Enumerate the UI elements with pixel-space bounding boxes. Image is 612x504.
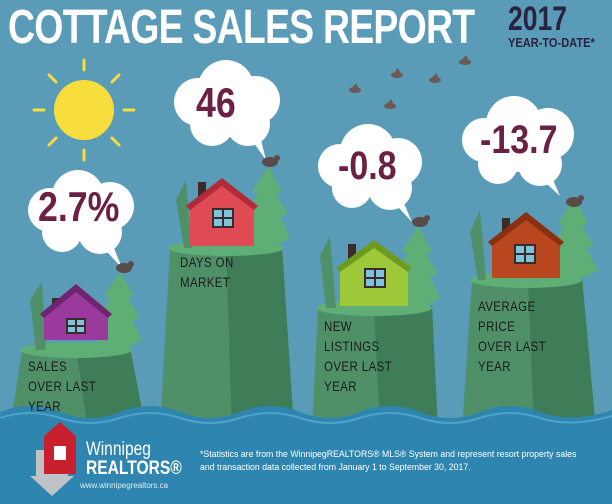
cloud-bubble-3 [318,124,422,222]
bird-icon [459,55,471,65]
stat-label-sales: SALES OVER LAST YEAR [28,358,96,414]
water-wave [0,412,612,424]
cloud-bubble-4 [462,96,574,196]
footnote: *Statistics are from the WinnipegREALTOR… [200,449,577,473]
perched-birds [116,155,584,273]
house-icon-4 [488,212,564,278]
winnipeg-realtors-logo [30,422,76,496]
cloud-bubble-1 [28,170,134,268]
bird-icon [391,68,403,78]
cliff-2 [160,240,294,430]
house-icon-1 [40,284,112,340]
brand-website-link[interactable]: www.winnipegrealtors.ca [80,481,169,490]
stat-label-new-listings: NEW LISTINGS OVER LAST YEAR [324,318,392,394]
brand-name-line2: REALTORS® [86,458,182,479]
bird-icon [349,83,361,93]
brand-name-line1: Winnipeg [86,439,151,460]
page-title: COTTAGE SALES REPORT [8,1,475,54]
stat-value-new-listings: -0.8 [338,144,397,188]
bird-icon [116,261,134,273]
stat-value-days-on-market: 46 [196,79,236,126]
stat-label-days-on-market: DAYS ON MARKET [180,254,234,290]
bird-icon [429,73,441,83]
bird-icon [412,215,430,227]
pine-trees [30,166,598,350]
bird-icon [566,195,584,207]
sun-icon [32,58,136,162]
bird-icon [384,99,396,109]
report-year: 2017 [508,0,567,38]
flying-birds [349,55,471,109]
stat-value-average-price: -13.7 [480,118,558,162]
stat-label-average-price: AVERAGE PRICE OVER LAST YEAR [478,298,546,374]
water [0,406,612,504]
house-icon-3 [336,240,412,306]
stat-value-sales: 2.7% [38,183,120,230]
report-period: YEAR-TO-DATE* [508,35,595,50]
cloud-bubble-2 [174,60,280,160]
bird-icon [262,155,280,167]
house-icon-2 [186,178,258,246]
